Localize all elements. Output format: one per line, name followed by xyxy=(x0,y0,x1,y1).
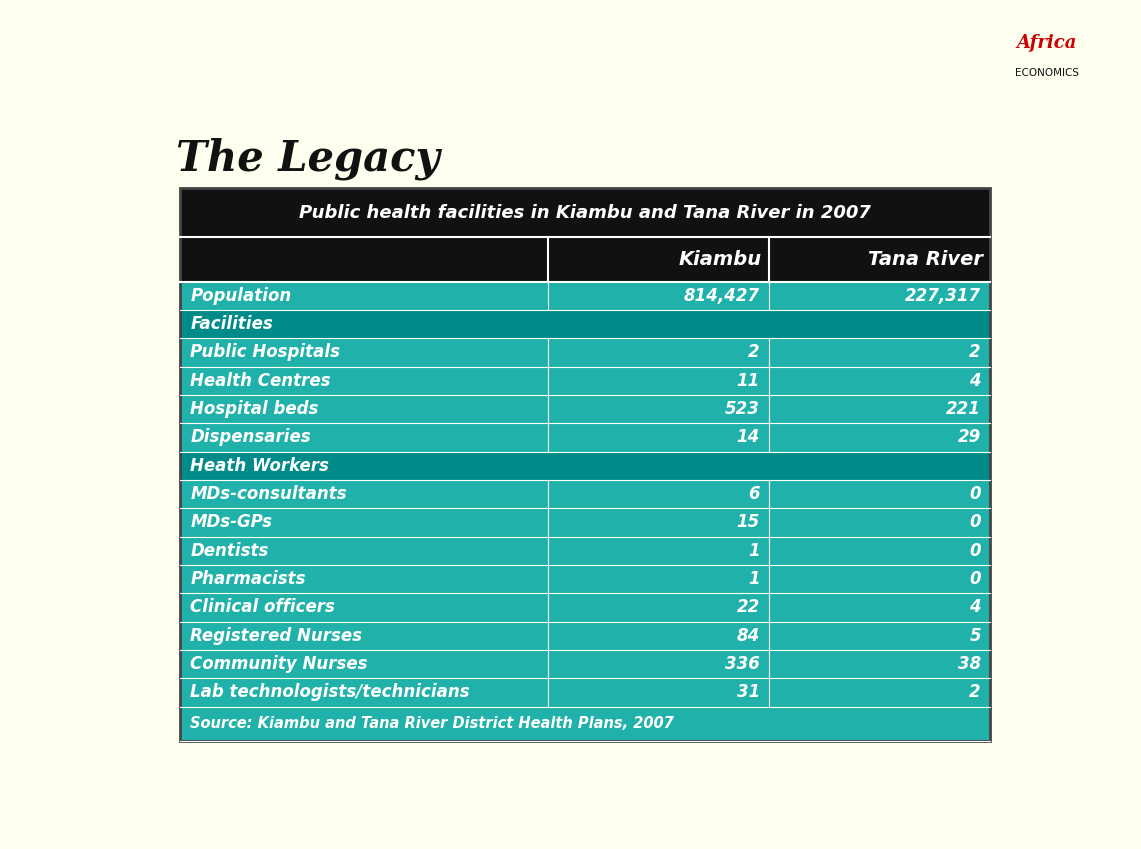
Bar xyxy=(180,367,989,395)
Text: Hospital beds: Hospital beds xyxy=(191,400,318,419)
Text: Public Hospitals: Public Hospitals xyxy=(191,344,340,362)
Bar xyxy=(180,650,989,678)
Text: 1: 1 xyxy=(748,570,760,588)
Text: 2: 2 xyxy=(748,344,760,362)
Text: 29: 29 xyxy=(957,429,981,447)
Text: 523: 523 xyxy=(725,400,760,419)
Bar xyxy=(180,282,989,310)
Text: 6: 6 xyxy=(748,485,760,503)
Bar xyxy=(180,395,989,424)
Bar xyxy=(180,188,989,237)
Text: Facilities: Facilities xyxy=(191,315,273,333)
Text: Health Centres: Health Centres xyxy=(191,372,331,390)
Text: Tana River: Tana River xyxy=(867,250,982,269)
Text: 2: 2 xyxy=(970,344,981,362)
Text: Clinical officers: Clinical officers xyxy=(191,599,335,616)
Text: 84: 84 xyxy=(737,627,760,644)
Bar xyxy=(180,706,989,741)
Text: 5: 5 xyxy=(970,627,981,644)
Bar xyxy=(180,452,989,480)
Bar xyxy=(180,310,989,338)
Text: 0: 0 xyxy=(970,542,981,559)
Text: Dispensaries: Dispensaries xyxy=(191,429,311,447)
Text: 0: 0 xyxy=(970,570,981,588)
Bar xyxy=(180,678,989,706)
Text: 31: 31 xyxy=(737,683,760,701)
Text: 15: 15 xyxy=(737,514,760,531)
Text: MDs-GPs: MDs-GPs xyxy=(191,514,273,531)
Text: 4: 4 xyxy=(970,599,981,616)
Text: 4: 4 xyxy=(970,372,981,390)
Text: MDs-consultants: MDs-consultants xyxy=(191,485,347,503)
Bar xyxy=(180,424,989,452)
Text: 1: 1 xyxy=(748,542,760,559)
Bar xyxy=(180,537,989,565)
Text: Public health facilities in Kiambu and Tana River in 2007: Public health facilities in Kiambu and T… xyxy=(299,204,871,222)
Text: 0: 0 xyxy=(970,485,981,503)
Text: 2: 2 xyxy=(970,683,981,701)
Text: 814,427: 814,427 xyxy=(683,287,760,305)
Text: Africa: Africa xyxy=(1017,34,1077,52)
Text: 38: 38 xyxy=(957,655,981,673)
Text: Kiambu: Kiambu xyxy=(679,250,761,269)
Bar xyxy=(180,188,989,741)
Bar xyxy=(180,237,989,282)
Text: 227,317: 227,317 xyxy=(905,287,981,305)
Text: 22: 22 xyxy=(737,599,760,616)
Bar xyxy=(180,593,989,621)
Text: Lab technologists/technicians: Lab technologists/technicians xyxy=(191,683,470,701)
Text: Source: Kiambu and Tana River District Health Plans, 2007: Source: Kiambu and Tana River District H… xyxy=(191,717,674,731)
Text: Population: Population xyxy=(191,287,292,305)
Text: 11: 11 xyxy=(737,372,760,390)
Text: 336: 336 xyxy=(725,655,760,673)
Bar xyxy=(180,509,989,537)
Text: Community Nurses: Community Nurses xyxy=(191,655,367,673)
Text: 14: 14 xyxy=(737,429,760,447)
Text: 221: 221 xyxy=(946,400,981,419)
Text: Dentists: Dentists xyxy=(191,542,269,559)
Bar xyxy=(180,480,989,509)
Text: 0: 0 xyxy=(970,514,981,531)
Bar xyxy=(180,338,989,367)
Bar xyxy=(180,621,989,650)
Text: Heath Workers: Heath Workers xyxy=(191,457,330,475)
Text: ECONOMICS: ECONOMICS xyxy=(1014,68,1078,78)
Bar xyxy=(180,565,989,593)
Text: Pharmacists: Pharmacists xyxy=(191,570,306,588)
Text: Registered Nurses: Registered Nurses xyxy=(191,627,363,644)
Text: The Legacy: The Legacy xyxy=(176,138,439,180)
